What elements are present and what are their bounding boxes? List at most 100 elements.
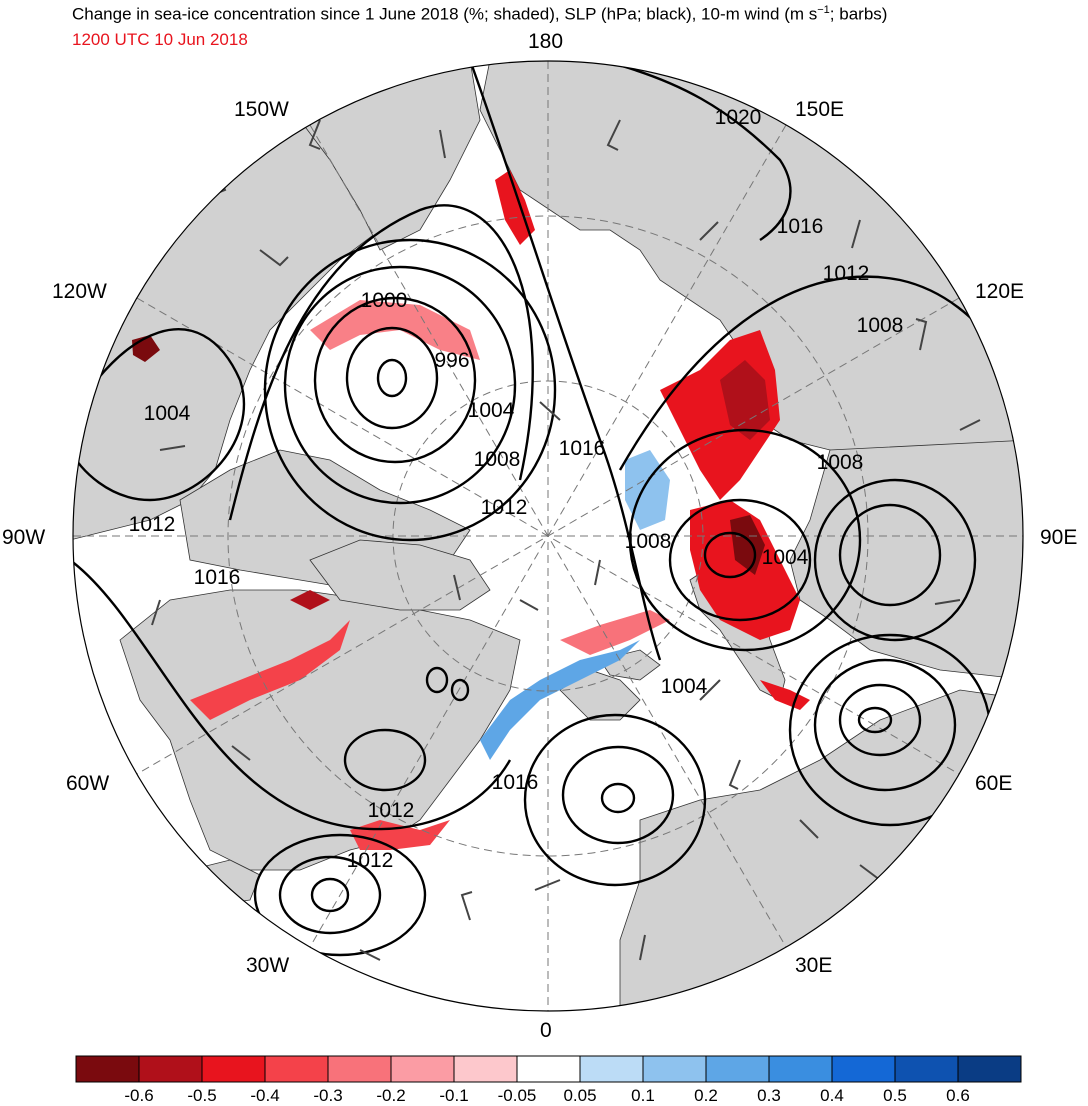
wind-barb xyxy=(606,119,621,151)
lon-label-0: 0 xyxy=(540,1019,552,1042)
colorbar-tick-label: 0.05 xyxy=(563,1086,597,1105)
wind-barb xyxy=(519,599,539,611)
slp-contour-high-norwegian-2 xyxy=(523,713,707,887)
wind-barb xyxy=(534,879,561,891)
colorbar-tick-label: -0.1 xyxy=(439,1086,469,1105)
wind-barb xyxy=(594,559,601,586)
slp-label: 1020 xyxy=(715,106,762,129)
colorbar-tick-label: -0.3 xyxy=(313,1086,343,1105)
colorbar-swatch xyxy=(642,1055,707,1083)
wind-barb xyxy=(308,119,321,150)
land-taymyr xyxy=(789,439,1023,681)
colorbar-swatch xyxy=(138,1055,203,1083)
slp-contour-1004-canada xyxy=(73,328,246,502)
slp-label: 1012 xyxy=(129,513,176,536)
colorbar-swatch xyxy=(768,1055,833,1083)
slp-contour-greenland-small xyxy=(425,666,449,694)
lon-label-120e: 120E xyxy=(975,280,1025,303)
slp-label: 1004 xyxy=(762,546,809,569)
colorbar xyxy=(75,1055,1022,1083)
slp-contour-low-beaufort-inner xyxy=(376,358,408,398)
ice-loss-nares xyxy=(290,590,330,610)
wind-barb xyxy=(728,759,741,790)
slp-label: 1004 xyxy=(661,675,708,698)
wind-barb xyxy=(699,679,721,701)
ice-gain-fram-strait xyxy=(480,640,640,760)
lon-label-120w: 120W xyxy=(52,280,107,303)
wind-barb xyxy=(439,129,446,159)
colorbar-swatch xyxy=(390,1055,455,1083)
slp-contour-low-barents-2 xyxy=(813,658,957,792)
map-border xyxy=(72,60,1024,1012)
ice-loss-laptev-core xyxy=(720,360,770,440)
slp-contour-high-norwegian-inner xyxy=(600,782,636,814)
wind-barb xyxy=(915,318,928,351)
ice-loss-baffin xyxy=(190,620,350,720)
colorbar-tick-label: -0.5 xyxy=(187,1086,217,1105)
slp-label: 1000 xyxy=(361,289,408,312)
wind-barb xyxy=(699,221,719,241)
colorbar-tick-label: 0.6 xyxy=(946,1086,970,1105)
wind-barb xyxy=(539,401,561,421)
colorbar-tick-label: -0.4 xyxy=(250,1086,280,1105)
slp-label: 1016 xyxy=(194,566,241,589)
slp-contour-low-beaufort-1000 xyxy=(313,296,477,464)
land-greenland xyxy=(119,589,521,871)
ice-loss-barents xyxy=(560,610,670,655)
colorbar-swatch xyxy=(579,1055,644,1083)
colorbar-swatch xyxy=(327,1055,392,1083)
colorbar-tick-label: 0.5 xyxy=(883,1086,907,1105)
colorbar-tick-label: 0.4 xyxy=(820,1086,844,1105)
slp-label: 1016 xyxy=(492,771,539,794)
slp-contour-low-kara-1004 xyxy=(668,498,812,622)
wind-barb xyxy=(231,745,251,761)
slp-label: 1012 xyxy=(481,496,528,519)
colorbar-swatch xyxy=(894,1055,959,1083)
land-ellesmere xyxy=(309,539,491,611)
wind-barb xyxy=(851,219,861,249)
slp-contour-low-iceland-outer xyxy=(253,833,427,957)
ice-loss-chukchi xyxy=(495,170,535,245)
colorbar-swatch xyxy=(75,1055,140,1083)
slp-label: 1008 xyxy=(474,448,521,471)
lon-label-90e: 90E xyxy=(1040,526,1078,549)
ice-loss-greenland-sea xyxy=(350,820,450,850)
slp-contour-greenland-high xyxy=(343,728,427,792)
slp-label: 1012 xyxy=(347,849,394,872)
lon-label-60w: 60W xyxy=(66,772,110,795)
slp-contour-1020-siberia xyxy=(599,61,792,241)
slp-label: 1016 xyxy=(777,215,824,238)
slp-label: 1008 xyxy=(817,451,864,474)
slp-contour-low-beaufort-996 xyxy=(345,326,439,430)
figure-title: Change in sea-ice concentration since 1 … xyxy=(72,4,888,24)
colorbar-tick-label: 0.3 xyxy=(757,1086,781,1105)
slp-label: 1012 xyxy=(823,262,870,285)
slp-contour-low-beaufort-1004 xyxy=(283,265,517,505)
lon-label-30e: 30E xyxy=(795,954,833,977)
colorbar-tick-label: -0.2 xyxy=(376,1086,406,1105)
colorbar-swatch xyxy=(201,1055,266,1083)
colorbar-swatch xyxy=(705,1055,770,1083)
lon-label-180: 180 xyxy=(528,30,564,53)
slp-contour-1012-north xyxy=(228,204,534,521)
slp-label: 1004 xyxy=(144,402,191,425)
slp-labels: 1020 1016 1012 1008 1000 996 1004 1004 1… xyxy=(129,106,904,872)
wind-barb xyxy=(359,949,381,961)
slp-label: 996 xyxy=(434,349,469,372)
colorbar-swatch xyxy=(264,1055,329,1083)
slp-contour-low-kara-1008 xyxy=(628,428,862,652)
ice-loss-kara-core xyxy=(730,515,765,575)
wind-barb xyxy=(639,934,646,961)
wind-barb xyxy=(934,599,961,605)
wind-barb xyxy=(151,599,161,626)
wind-barb xyxy=(959,419,981,431)
wind-barb xyxy=(159,445,186,451)
lon-label-30w: 30W xyxy=(246,954,290,977)
colorbar-tick-label: -0.05 xyxy=(497,1086,537,1105)
slp-contour-low-taymyr-1 xyxy=(838,503,942,607)
wind-barbs xyxy=(151,119,981,961)
slp-contour-low-iceland-inner xyxy=(310,877,350,913)
colorbar-swatch xyxy=(516,1055,581,1083)
slp-label: 1004 xyxy=(468,399,515,422)
wind-barb xyxy=(460,891,473,921)
